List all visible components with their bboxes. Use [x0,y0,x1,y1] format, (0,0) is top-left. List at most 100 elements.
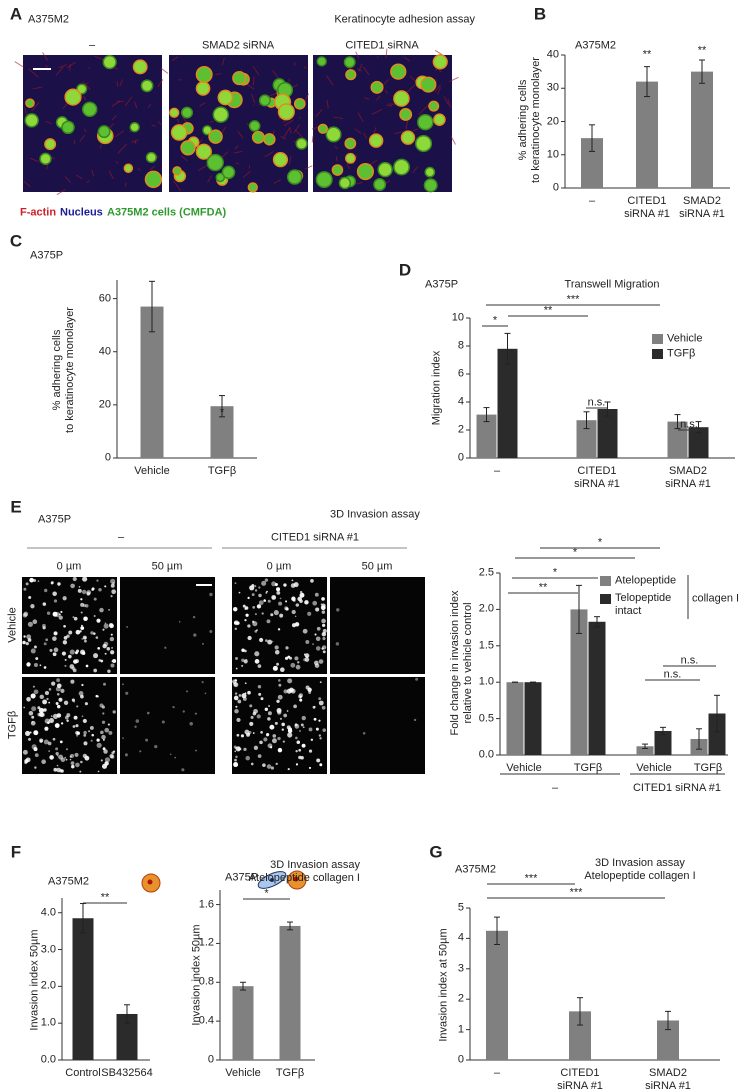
cell [393,158,410,176]
nucleus [110,583,115,588]
nucleus [257,664,262,668]
actin-fiber [86,180,90,184]
cell [325,126,342,143]
nucleus [263,599,266,602]
nucleus [64,756,67,759]
actin-fiber [289,126,292,134]
cell [247,182,258,193]
legend-label: Telopeptide intact [615,592,672,617]
actin-fiber [176,118,180,124]
nucleus [43,666,47,669]
cell [170,124,188,141]
nucleus [271,581,277,587]
nucleus [31,721,34,723]
nucleus [101,734,106,740]
nucleus [235,705,238,708]
x-tick-label: Vehicle [134,465,170,477]
nucleus [39,664,42,667]
nucleus [294,615,297,618]
significance-label: *** [569,886,583,899]
actin-fiber [29,157,40,163]
cell-icon-nucleus [147,879,153,885]
nucleus [29,577,34,583]
column-label: CITED1 siRNA [345,39,419,52]
nucleus [54,723,60,728]
actin-fiber [82,95,87,101]
nucleus [320,603,323,606]
nucleus [273,610,279,616]
y-tick-label: 30 [546,81,559,94]
actin-fiber [272,70,280,79]
x-tick-label: – [588,195,596,207]
actin-fiber [117,143,127,154]
nucleus [267,639,273,645]
nucleus [84,637,87,639]
legend-title: collagen I [692,592,740,605]
nucleus [50,581,54,585]
significance-label: * [264,887,269,900]
cell [295,137,308,150]
nucleus [181,768,185,772]
nucleus [107,723,110,726]
panel-title: 3D Invasion assay Atelopeptide collagen … [248,859,360,884]
nucleus [97,646,101,650]
cell [251,130,265,144]
cell [414,135,433,153]
nucleus [74,659,79,664]
nucleus [41,759,46,765]
nucleus [204,692,207,695]
nucleus [53,631,58,636]
nucleus [110,633,113,636]
cell [180,140,196,156]
nucleus [84,639,87,643]
nucleus [295,763,299,766]
significance-label: n.s. [663,668,682,681]
nucleus [146,711,150,715]
nucleus [283,713,288,718]
y-tick-label: 1.0 [478,675,494,688]
nucleus [33,689,39,695]
nucleus [56,704,61,709]
bar [588,621,606,755]
nucleus [22,749,28,755]
y-tick-label: 20 [546,115,559,127]
cell [212,106,229,123]
panel-letter: F [10,842,22,862]
actin-fiber [31,102,40,112]
nucleus [60,610,63,614]
nucleus [39,694,44,700]
nucleus [247,596,250,600]
nucleus [277,694,283,700]
actin-fiber [55,66,64,76]
nucleus [243,747,247,751]
cell [417,113,434,131]
nucleus [26,662,31,667]
nucleus [90,631,94,635]
bar [581,138,603,188]
nucleus [178,620,181,623]
actin-fiber [280,136,286,140]
bar [708,713,726,755]
nucleus [310,738,314,742]
nucleus [104,585,107,588]
significance-label: ** [543,304,553,317]
nucleus [81,715,84,718]
nucleus [258,586,261,589]
nucleus [28,710,34,716]
error-bar [696,728,702,750]
actin-fiber [160,67,169,74]
actin-fiber [180,155,188,162]
nucleus [266,764,272,769]
actin-fiber [83,128,87,133]
nucleus [64,715,69,720]
actin-fiber [66,61,76,69]
nucleus [45,638,49,642]
cell [338,176,352,190]
actin-fiber [405,84,416,94]
nucleus [83,741,88,746]
actin-fiber [304,93,309,102]
nucleus [39,738,44,743]
cell [277,103,295,121]
nucleus [56,692,60,696]
actin-fiber [264,151,274,158]
